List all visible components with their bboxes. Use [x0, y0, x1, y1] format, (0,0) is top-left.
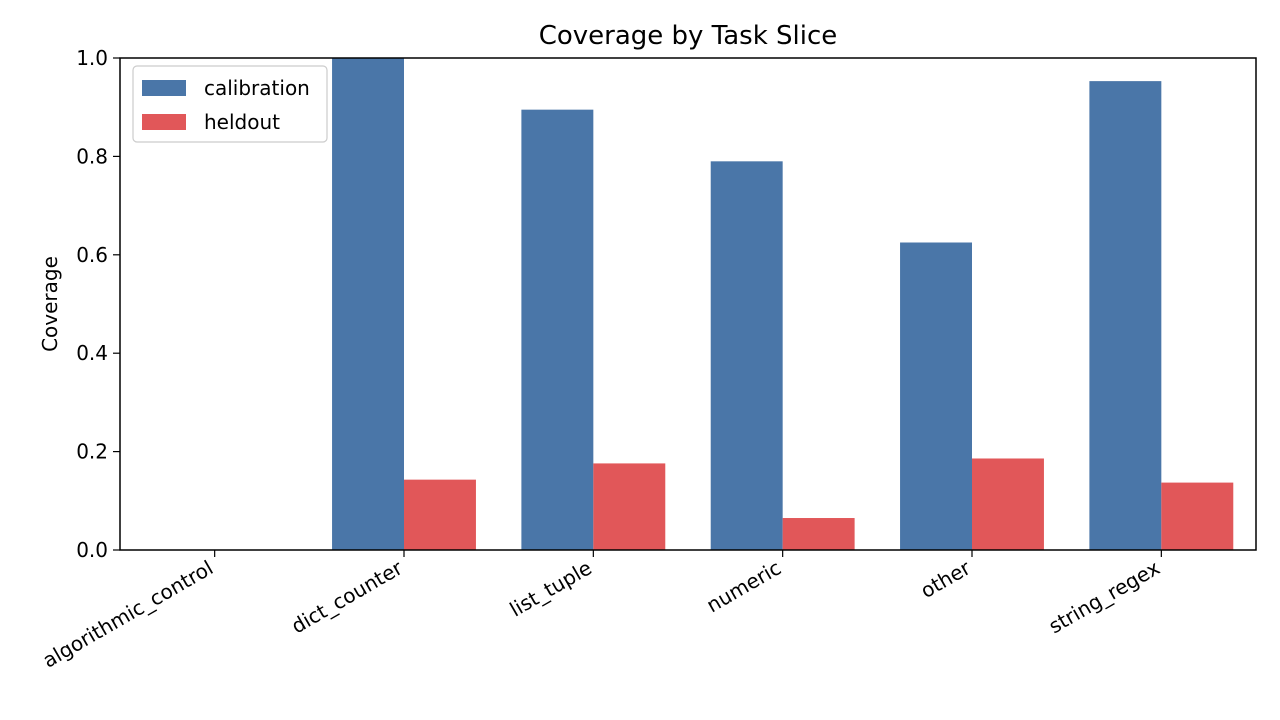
bar-heldout-dict_counter — [404, 479, 476, 550]
bar-heldout-list_tuple — [593, 463, 666, 550]
y-tick-label: 0.8 — [76, 144, 108, 168]
x-axis-ticks: algorithmic_control dict_counter list_tupl… — [39, 550, 1164, 673]
legend: calibration heldout — [132, 65, 328, 143]
bar-heldout-other — [972, 458, 1044, 550]
y-tick-label: 0.2 — [76, 440, 108, 464]
legend-label-calibration: calibration — [204, 76, 310, 100]
bar-heldout-numeric — [782, 518, 855, 550]
legend-swatch-heldout — [142, 114, 186, 130]
bar-calibration-string_regex — [1089, 81, 1162, 551]
bar-heldout-string_regex — [1161, 482, 1234, 550]
plot-area-frame — [119, 57, 1257, 551]
x-tick-label: string_regex — [1044, 555, 1164, 638]
x-tick-label: other — [916, 555, 975, 603]
legend-label-heldout: heldout — [204, 110, 280, 134]
legend-swatch-calibration — [142, 80, 186, 96]
y-tick-label: 0.6 — [76, 243, 108, 267]
y-tick-label: 0.4 — [76, 341, 108, 365]
x-tick-label: list_tuple — [505, 556, 595, 622]
bar-calibration-other — [900, 242, 972, 550]
bars-layer — [332, 58, 1234, 551]
x-tick-label: dict_counter — [287, 555, 407, 638]
x-tick-label: numeric — [702, 556, 785, 618]
y-tick-label: 0.0 — [76, 538, 108, 562]
y-axis-label: Coverage — [38, 256, 62, 352]
bar-calibration-dict_counter — [332, 58, 404, 550]
x-tick-label: algorithmic_control — [39, 556, 218, 673]
chart-title: Coverage by Task Slice — [539, 21, 838, 51]
bar-calibration-list_tuple — [521, 109, 594, 550]
bar-calibration-numeric — [710, 161, 783, 550]
y-axis-ticks: 0.0 0.2 0.4 0.6 0.8 1.0 — [76, 46, 120, 562]
y-tick-label: 1.0 — [76, 46, 108, 70]
